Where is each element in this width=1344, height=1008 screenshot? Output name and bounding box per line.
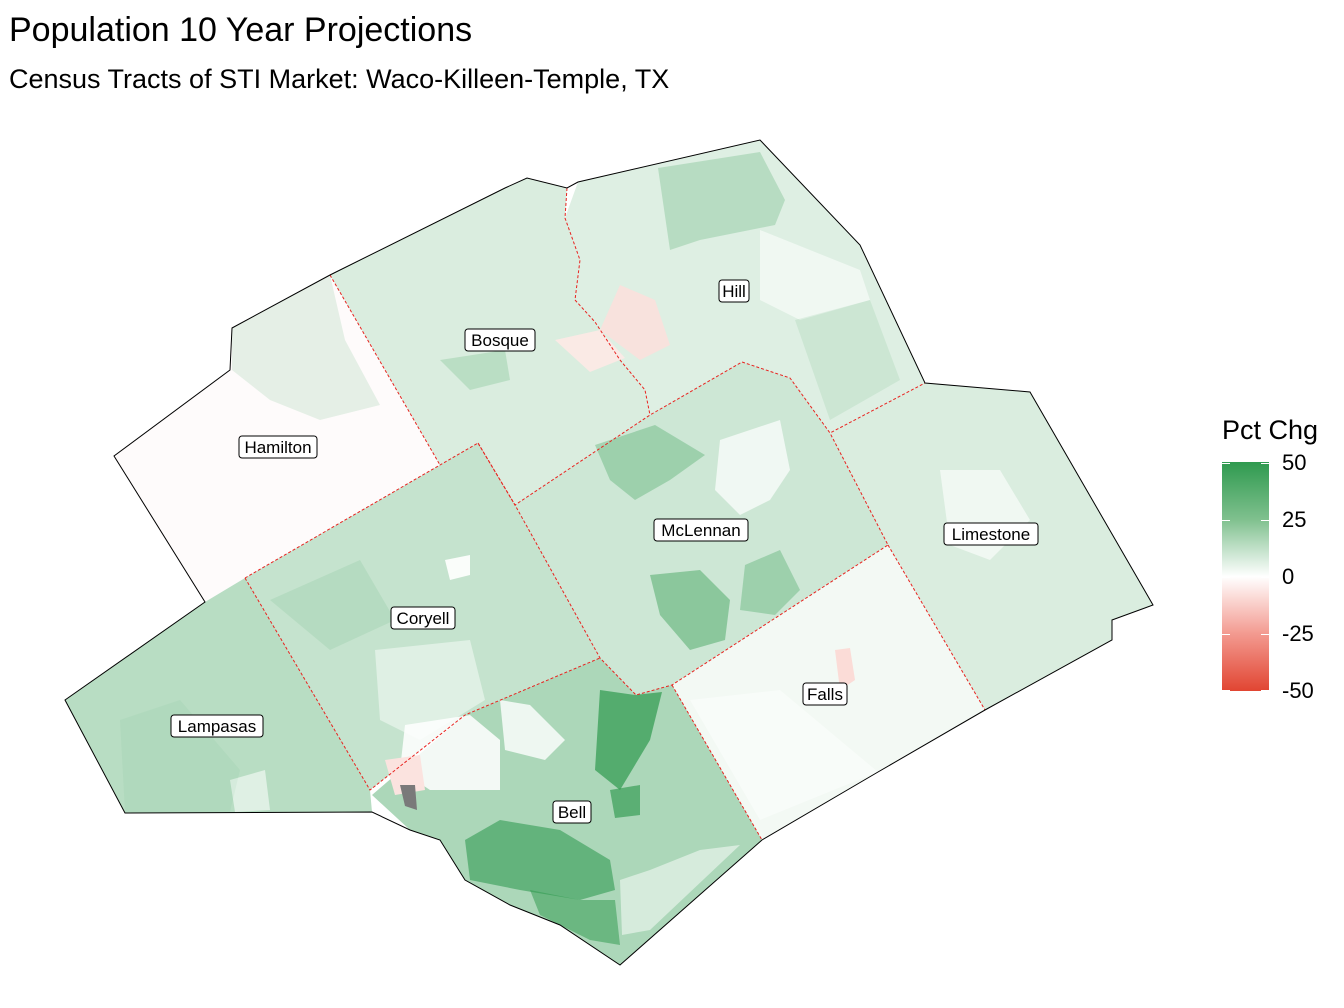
legend-color-bar — [1222, 462, 1269, 691]
legend-tick — [1222, 634, 1269, 635]
svg-text:Hamilton: Hamilton — [244, 438, 311, 457]
legend-tick — [1222, 463, 1269, 464]
legend-tick-label: 25 — [1282, 507, 1307, 532]
legend-tick — [1222, 520, 1269, 521]
svg-text:Hill: Hill — [722, 282, 746, 301]
legend-tick-label: 50 — [1282, 450, 1307, 475]
legend-tick — [1222, 577, 1269, 578]
svg-text:Lampasas: Lampasas — [178, 717, 256, 736]
county-label-bosque: Bosque — [464, 328, 536, 352]
map-subtitle: Census Tracts of STI Market: Waco-Killee… — [9, 64, 670, 94]
svg-text:Coryell: Coryell — [397, 609, 450, 628]
county-label-coryell: Coryell — [390, 606, 456, 630]
county-label-limestone: Limestone — [943, 522, 1039, 546]
county-label-hamilton: Hamilton — [238, 435, 318, 459]
legend-tick-label: -25 — [1282, 621, 1314, 646]
tract-shading — [120, 152, 1030, 945]
county-boundaries — [244, 187, 986, 841]
legend-title: Pct Chg — [1222, 415, 1319, 445]
map-title: Population 10 Year Projections — [9, 11, 473, 49]
county-label-falls: Falls — [802, 682, 848, 706]
svg-text:Limestone: Limestone — [952, 525, 1030, 544]
legend-tick — [1222, 690, 1269, 691]
county-label-mclennan: McLennan — [653, 518, 749, 542]
county-labels: Hill Bosque Hamilton McLennan Limestone … — [170, 279, 1039, 824]
svg-text:McLennan: McLennan — [661, 521, 740, 540]
county-lampasas[interactable] — [65, 578, 372, 813]
svg-text:Bosque: Bosque — [471, 331, 529, 350]
county-label-lampasas: Lampasas — [170, 714, 264, 738]
county-label-bell: Bell — [552, 800, 592, 824]
market-outline — [64, 139, 1154, 966]
county-label-hill: Hill — [718, 279, 750, 303]
legend-tick-label: -50 — [1282, 678, 1314, 703]
svg-text:Bell: Bell — [558, 803, 586, 822]
svg-text:Falls: Falls — [807, 685, 843, 704]
legend-tick-label: 0 — [1282, 564, 1295, 589]
